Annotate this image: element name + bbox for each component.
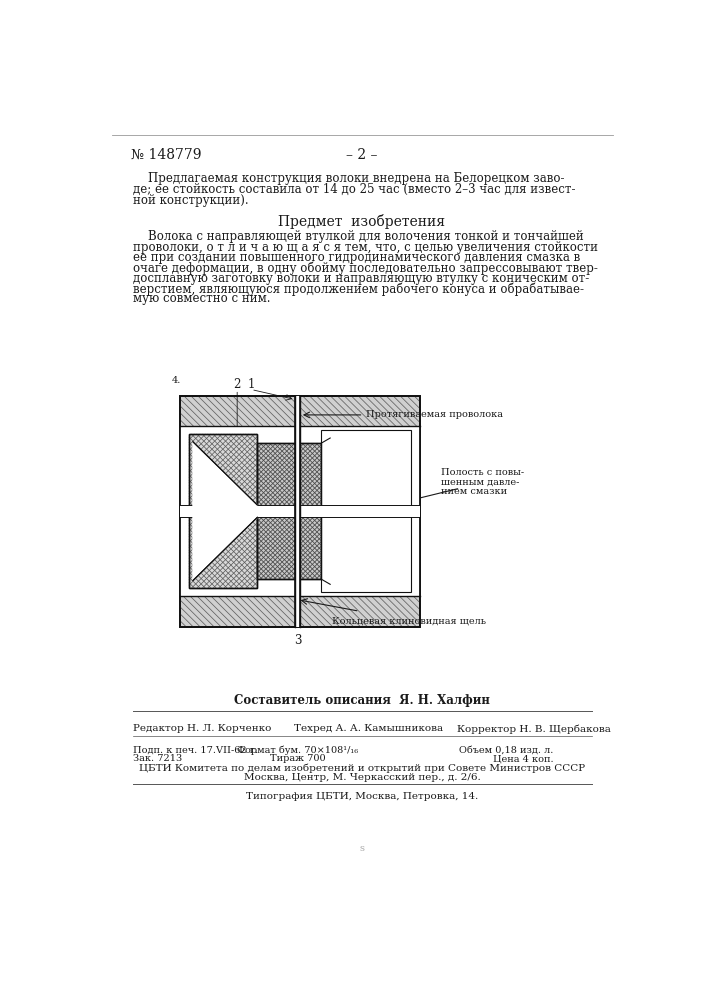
Text: Составитель описания  Я. Н. Халфин: Составитель описания Я. Н. Халфин [234,694,490,707]
Text: шенным давле-: шенным давле- [441,477,520,486]
Text: Тираж 700: Тираж 700 [270,754,325,763]
Text: Объем 0,18 изд. л.: Объем 0,18 изд. л. [459,745,554,754]
Text: s: s [359,844,364,853]
Bar [180,396,420,627]
Text: Техред А. А. Камышникова: Техред А. А. Камышникова [293,724,443,733]
Text: ной конструкции).: ной конструкции). [132,194,248,207]
Text: Протягиваемая проволока: Протягиваемая проволока [366,410,503,419]
Bar [257,443,321,579]
Text: Редактор Н. Л. Корченко: Редактор Н. Л. Корченко [132,724,271,733]
Text: Москва, Центр, М. Черкасский пер., д. 2/6.: Москва, Центр, М. Черкасский пер., д. 2/… [244,773,480,782]
Text: 4.: 4. [172,376,182,385]
Text: Полость с повы-: Полость с повы- [441,468,524,477]
Text: мую совместно с ним.: мую совместно с ним. [132,292,270,305]
Bar [257,443,321,579]
Text: верстием, являющуюся продолжением рабочего конуса и обрабатывае-: верстием, являющуюся продолжением рабоче… [132,282,583,296]
Bar [180,426,420,596]
Text: 1: 1 [247,378,255,391]
Bar [180,396,420,627]
Text: Цена 4 коп.: Цена 4 коп. [493,754,554,763]
Bar [180,505,420,517]
Text: Предмет  изобретения: Предмет изобретения [279,214,445,229]
Text: очаге деформации, в одну обойму последовательно запрессовывают твер-: очаге деформации, в одну обойму последов… [132,261,597,275]
Text: Типография ЦБТИ, Москва, Петровка, 14.: Типография ЦБТИ, Москва, Петровка, 14. [246,792,478,801]
Bar [296,396,300,627]
Bar [189,434,257,588]
Text: ЦБТИ Комитета по делам изобретений и открытий при Совете Министров СССР: ЦБТИ Комитета по делам изобретений и отк… [139,764,585,773]
Text: 3: 3 [294,634,301,647]
Text: нием смазки: нием смазки [441,487,507,496]
Text: проволоки, о т л и ч а ю щ а я с я тем, что, с целью увеличения стойкости: проволоки, о т л и ч а ю щ а я с я тем, … [132,241,597,254]
Text: Волока с направляющей втулкой для волочения тонкой и тончайшей: Волока с направляющей втулкой для волоче… [132,230,583,243]
Text: Зак. 7213: Зак. 7213 [132,754,182,763]
Bar [321,430,411,592]
Bar [189,434,257,588]
Text: ее при создании повышенного гидродинамического давления смазка в: ее при создании повышенного гидродинамич… [132,251,580,264]
Text: Корректор Н. В. Щербакова: Корректор Н. В. Щербакова [457,724,610,734]
Text: Предлагаемая конструкция волоки внедрена на Белорецком заво-: Предлагаемая конструкция волоки внедрена… [132,172,564,185]
Text: № 148779: № 148779 [131,148,201,162]
Text: Подп. к печ. 17.VII-62 г.: Подп. к печ. 17.VII-62 г. [132,745,257,754]
Text: 2: 2 [233,378,241,391]
Text: – 2 –: – 2 – [346,148,378,162]
Text: Формат бум. 70×108¹/₁₆: Формат бум. 70×108¹/₁₆ [237,745,358,755]
Polygon shape [193,442,257,580]
Text: досплавную заготовку волоки и направляющую втулку с коническим от-: досплавную заготовку волоки и направляющ… [132,272,589,285]
Text: Кольцевая клиновидная щель: Кольцевая клиновидная щель [332,617,486,626]
Text: де; ее стойкость составила от 14 до 25 час (вместо 2–3 час для извест-: де; ее стойкость составила от 14 до 25 ч… [132,183,575,196]
